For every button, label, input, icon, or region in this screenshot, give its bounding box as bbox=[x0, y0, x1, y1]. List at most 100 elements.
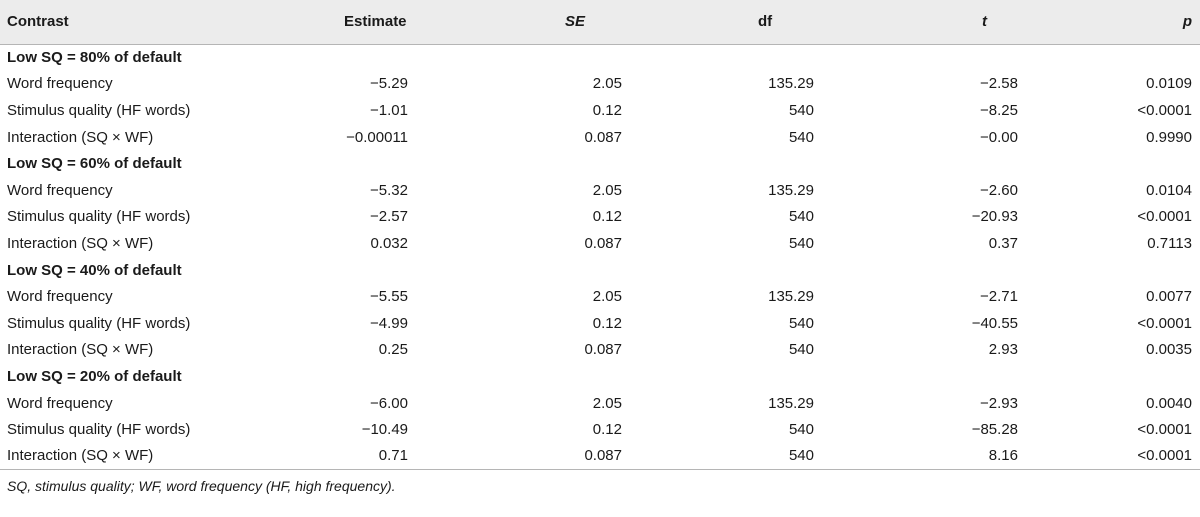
cell-estimate: −0.00011 bbox=[346, 128, 408, 146]
table-body: Low SQ = 80% of default Word frequency −5.… bbox=[0, 44, 1200, 470]
cell-p: 0.7113 bbox=[1147, 234, 1192, 252]
cell-p: 0.0040 bbox=[1146, 394, 1192, 412]
table-row: Word frequency −5.55 2.05 135.29 −2.71 0.0077 bbox=[0, 283, 1200, 310]
cell-estimate: −5.32 bbox=[370, 181, 408, 199]
header-contrast: Contrast bbox=[0, 0, 300, 45]
cell-contrast: Interaction (SQ × WF) bbox=[0, 442, 300, 470]
cell-se: 0.12 bbox=[592, 314, 622, 332]
group-header-row: Low SQ = 20% of default bbox=[0, 363, 1200, 390]
table-row: Word frequency −5.32 2.05 135.29 −2.60 0.0104 bbox=[0, 177, 1200, 204]
cell-estimate: −6.00 bbox=[370, 394, 408, 412]
group-header-row: Low SQ = 80% of default bbox=[0, 44, 1200, 71]
table-header: Contrast Estimate SE df t p bbox=[0, 0, 1200, 45]
cell-df: 540 bbox=[622, 442, 822, 470]
cell-se: 0.12 bbox=[592, 208, 622, 226]
cell-contrast: Word frequency bbox=[7, 75, 113, 93]
cell-se: 0.087 bbox=[460, 442, 622, 470]
cell-p: 0.0077 bbox=[1146, 288, 1192, 306]
group-title: Low SQ = 20% of default bbox=[7, 367, 182, 385]
cell-se: 0.087 bbox=[584, 128, 622, 146]
cell-df: 540 bbox=[788, 314, 814, 332]
cell-df: 135.29 bbox=[768, 288, 814, 306]
cell-contrast: Interaction (SQ × WF) bbox=[7, 341, 154, 359]
cell-estimate: 0.25 bbox=[378, 341, 408, 359]
cell-t: −85.28 bbox=[971, 421, 1018, 439]
cell-se: 2.05 bbox=[592, 288, 622, 306]
cell-t: −0.00 bbox=[980, 128, 1018, 146]
cell-p: 0.0109 bbox=[1146, 75, 1192, 93]
cell-se: 2.05 bbox=[592, 181, 622, 199]
contrast-results-table: Contrast Estimate SE df t p Low SQ = 80%… bbox=[0, 0, 1200, 470]
cell-t: 0.37 bbox=[988, 234, 1018, 252]
group-header-row: Low SQ = 40% of default bbox=[0, 257, 1200, 284]
cell-p: <0.0001 bbox=[1032, 442, 1200, 470]
cell-p: 0.0104 bbox=[1146, 181, 1192, 199]
cell-df: 540 bbox=[788, 341, 814, 359]
group-title: Low SQ = 40% of default bbox=[7, 261, 182, 279]
header-row: Contrast Estimate SE df t p bbox=[0, 0, 1200, 45]
header-t: t bbox=[822, 0, 1032, 45]
cell-df: 540 bbox=[788, 208, 814, 226]
table-row: Interaction (SQ × WF) 0.71 0.087 540 8.16 <0.… bbox=[0, 442, 1200, 470]
table-row: Stimulus quality (HF words) −2.57 0.12 540 −… bbox=[0, 204, 1200, 231]
table-row: Interaction (SQ × WF) −0.00011 0.087 540 −0.… bbox=[0, 124, 1200, 151]
cell-p: <0.0001 bbox=[1137, 208, 1192, 226]
cell-contrast: Word frequency bbox=[7, 288, 113, 306]
cell-contrast: Word frequency bbox=[7, 394, 113, 412]
cell-se: 0.087 bbox=[584, 341, 622, 359]
cell-estimate: −5.29 bbox=[370, 75, 408, 93]
table-row: Word frequency −6.00 2.05 135.29 −2.93 0.0040 bbox=[0, 390, 1200, 417]
table-row: Stimulus quality (HF words) −10.49 0.12 540… bbox=[0, 416, 1200, 443]
cell-contrast: Word frequency bbox=[7, 181, 113, 199]
header-df: df bbox=[622, 0, 822, 45]
table-footnote: SQ, stimulus quality; WF, word frequency… bbox=[7, 478, 396, 494]
header-p: p bbox=[1032, 0, 1200, 45]
cell-t: 2.93 bbox=[988, 341, 1018, 359]
cell-p: <0.0001 bbox=[1137, 101, 1192, 119]
cell-t: −20.93 bbox=[971, 208, 1018, 226]
cell-p: <0.0001 bbox=[1137, 421, 1192, 439]
cell-se: 0.12 bbox=[592, 101, 622, 119]
cell-estimate: −5.55 bbox=[370, 288, 408, 306]
cell-t: −2.60 bbox=[980, 181, 1018, 199]
cell-df: 540 bbox=[788, 101, 814, 119]
cell-estimate: −1.01 bbox=[370, 101, 408, 119]
cell-df: 540 bbox=[788, 128, 814, 146]
table-row: Interaction (SQ × WF) 0.032 0.087 540 0.37 0.… bbox=[0, 230, 1200, 257]
cell-df: 135.29 bbox=[768, 181, 814, 199]
cell-se: 2.05 bbox=[592, 75, 622, 93]
cell-p: <0.0001 bbox=[1137, 314, 1192, 332]
cell-df: 135.29 bbox=[768, 75, 814, 93]
cell-t: −40.55 bbox=[971, 314, 1018, 332]
cell-se: 2.05 bbox=[592, 394, 622, 412]
cell-df: 540 bbox=[788, 234, 814, 252]
header-estimate: Estimate bbox=[300, 0, 460, 45]
cell-estimate: 0.032 bbox=[370, 234, 408, 252]
cell-contrast: Stimulus quality (HF words) bbox=[7, 101, 191, 119]
cell-t: −2.93 bbox=[980, 394, 1018, 412]
cell-estimate: 0.71 bbox=[300, 442, 460, 470]
cell-contrast: Stimulus quality (HF words) bbox=[7, 208, 191, 226]
cell-se: 0.087 bbox=[584, 234, 622, 252]
table-row: Stimulus quality (HF words) −1.01 0.12 540 −… bbox=[0, 97, 1200, 124]
cell-se: 0.12 bbox=[592, 421, 622, 439]
cell-contrast: Stimulus quality (HF words) bbox=[7, 421, 191, 439]
cell-df: 135.29 bbox=[768, 394, 814, 412]
table-row: Word frequency −5.29 2.05 135.29 −2.58 0.0109 bbox=[0, 71, 1200, 98]
header-se: SE bbox=[460, 0, 622, 45]
cell-estimate: −2.57 bbox=[370, 208, 408, 226]
table-row: Stimulus quality (HF words) −4.99 0.12 540 −… bbox=[0, 310, 1200, 337]
cell-contrast: Stimulus quality (HF words) bbox=[7, 314, 191, 332]
cell-contrast: Interaction (SQ × WF) bbox=[7, 128, 154, 146]
table-row: Interaction (SQ × WF) 0.25 0.087 540 2.93 0.0… bbox=[0, 337, 1200, 364]
group-title: Low SQ = 80% of default bbox=[7, 49, 182, 67]
results-table-container: Contrast Estimate SE df t p Low SQ = 80%… bbox=[0, 0, 1200, 494]
cell-t: −2.71 bbox=[980, 288, 1018, 306]
cell-t: −8.25 bbox=[980, 101, 1018, 119]
cell-t: −2.58 bbox=[980, 75, 1018, 93]
cell-estimate: −4.99 bbox=[370, 314, 408, 332]
cell-p: 0.0035 bbox=[1146, 341, 1192, 359]
cell-df: 540 bbox=[788, 421, 814, 439]
cell-estimate: −10.49 bbox=[361, 421, 408, 439]
group-title: Low SQ = 60% of default bbox=[7, 155, 182, 173]
